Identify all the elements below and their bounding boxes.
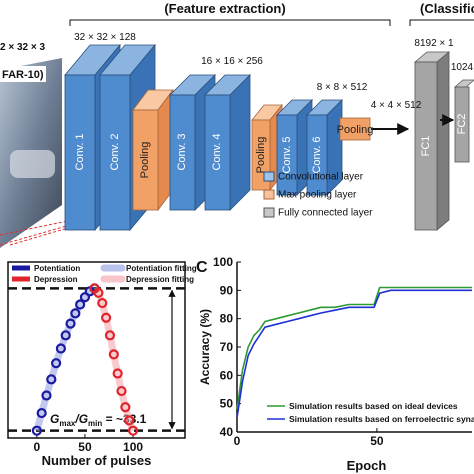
data-point — [79, 292, 91, 303]
layer-label: Conv. 1 — [74, 133, 86, 170]
data-point — [101, 312, 112, 323]
legend-label: Convolutional layer — [278, 172, 364, 183]
x-axis-label: Number of pulses — [42, 453, 152, 468]
legend-label: Fully connected layer — [278, 208, 373, 219]
x-tick-label: 50 — [78, 440, 92, 454]
y-tick-label: 70 — [220, 340, 234, 354]
y-tick-label: 100 — [213, 255, 233, 269]
data-point — [97, 297, 108, 309]
legend-swatch — [263, 189, 275, 200]
x-tick-label: 50 — [370, 434, 384, 448]
plot-frame — [7, 261, 186, 439]
legend-swatch — [263, 207, 275, 218]
data-point — [93, 287, 104, 298]
size-label: 32 × 32 × 128 — [74, 32, 136, 43]
x-tick-label: 100 — [123, 440, 143, 454]
data-point — [36, 407, 47, 419]
y-tick-label: 40 — [220, 425, 234, 439]
data-point — [41, 390, 52, 401]
section-label: (Classification — [420, 1, 474, 16]
series-line — [236, 289, 472, 418]
data-point — [116, 385, 127, 397]
layer-label: Conv. 3 — [176, 133, 188, 170]
legend-label: Simulation results based on ideal device… — [289, 401, 458, 411]
data-point — [127, 425, 139, 436]
brace — [409, 19, 474, 26]
brace — [69, 19, 391, 26]
legend-label: Depression fitting — [126, 275, 194, 284]
size-label: 8192 × 1 — [414, 38, 454, 49]
annotation-part: max — [59, 419, 76, 428]
layer-label: Conv. 2 — [109, 133, 121, 170]
layer-label: FC2 — [456, 114, 468, 135]
x-tick-label: 0 — [34, 440, 41, 454]
y-axis-label: Accuracy (%) — [198, 309, 212, 385]
legend-label: Simulation results based on ferroelectri… — [289, 414, 474, 424]
data-point — [75, 299, 86, 310]
annotation-part: min — [88, 419, 102, 428]
y-tick-label: 60 — [220, 368, 234, 382]
y-tick-label: 80 — [220, 312, 234, 326]
label-bg — [0, 66, 46, 82]
data-point — [46, 374, 57, 385]
data-point — [108, 349, 119, 360]
y-tick-label: 90 — [220, 283, 234, 297]
legend-label: Potentiation — [34, 264, 80, 273]
panel-label: C — [196, 259, 208, 276]
fit-line — [91, 286, 137, 432]
input-size: 2 × 32 × 3 — [0, 42, 45, 53]
data-point — [120, 402, 131, 413]
legend-swatch — [263, 171, 275, 182]
layer-label: Pooling — [255, 137, 267, 174]
y-tick-label: 50 — [220, 397, 234, 411]
fit-line — [33, 285, 97, 432]
layer-label: Conv. 5 — [281, 136, 293, 173]
section-label: (Feature extraction) — [164, 1, 285, 16]
car — [10, 150, 55, 178]
size-label: 16 × 16 × 256 — [201, 56, 263, 67]
layer-label: Pooling — [337, 124, 374, 136]
data-point — [124, 415, 135, 426]
legend-label: Potentiation fitting — [126, 264, 197, 273]
annotation-part: /G — [74, 412, 88, 426]
data-point — [31, 425, 42, 436]
data-point — [112, 368, 123, 379]
x-axis-label: Epoch — [347, 458, 387, 473]
size-label: 8 × 8 × 512 — [317, 82, 368, 93]
legend-label: Max pooling layer — [278, 190, 357, 201]
layer-label: Pooling — [139, 142, 151, 179]
x-tick-label: 0 — [234, 434, 241, 448]
data-point — [65, 318, 76, 329]
kernel-lines — [0, 217, 96, 246]
layer-label: FC1 — [420, 136, 432, 157]
legend-label: Depression — [34, 275, 78, 284]
annotation-part: G — [50, 412, 59, 426]
data-point — [55, 343, 67, 354]
data-point — [104, 330, 116, 341]
series-line — [236, 286, 472, 410]
data-point — [50, 358, 62, 369]
data-point — [60, 330, 71, 341]
dataset: FAR-10) — [2, 69, 44, 81]
layer-label: Conv. 4 — [211, 133, 223, 170]
size-label: 4 × 4 × 512 — [371, 100, 422, 111]
layer-label: Conv. 6 — [311, 136, 323, 173]
size-label: 1024 — [451, 62, 474, 73]
data-point — [70, 308, 81, 319]
